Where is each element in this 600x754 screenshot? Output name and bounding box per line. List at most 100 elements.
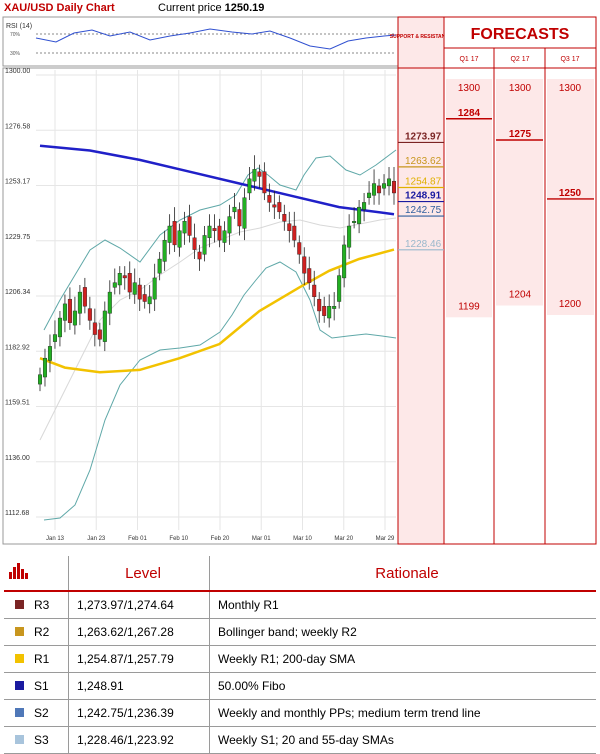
forecast-low: 1199: [458, 301, 480, 312]
level-id: R3: [34, 591, 69, 619]
level-value: 1,263.62/1,267.28: [68, 618, 210, 646]
forecast-columns: Q1 17 1300 1284 1199 Q2 17 1300 1275 1204 Q3 17 1…: [446, 56, 594, 318]
candle-body: [247, 178, 252, 194]
candle-body: [172, 221, 177, 246]
y-tick-label: 1136.00: [5, 455, 30, 462]
level-id: S1: [34, 672, 69, 700]
candle-body: [387, 178, 392, 187]
x-tick-label: Feb 01: [128, 536, 147, 542]
candle-body: [322, 306, 327, 316]
candle-body: [117, 273, 122, 286]
candle-body: [317, 298, 322, 312]
grid: [36, 70, 396, 530]
candle-body: [372, 183, 377, 196]
level-id: R2: [34, 618, 69, 646]
sr-level-label: 1228.46: [405, 239, 442, 250]
forecast-mid: 1284: [458, 108, 481, 119]
candle-body: [38, 374, 43, 385]
x-tick-label: Mar 01: [252, 536, 271, 542]
x-tick-label: Mar 10: [293, 536, 312, 542]
sr-level-label: 1254.87: [405, 176, 442, 187]
forecast-high: 1300: [458, 83, 481, 94]
level-value: 1,242.75/1,236.39: [68, 699, 210, 727]
candle-body: [227, 216, 232, 234]
level-rationale: Weekly S1; 20 and 55-day SMAs: [209, 726, 596, 754]
y-tick-label: 1300.00: [5, 68, 30, 75]
level-rationale: Bollinger band; weekly R2: [209, 618, 596, 646]
x-tick-label: Feb 10: [169, 536, 188, 542]
candle-body: [177, 230, 182, 248]
candle-body: [212, 228, 217, 231]
forecast-high: 1300: [559, 83, 582, 94]
candle-body: [197, 251, 202, 260]
level-value: 1,228.46/1,223.92: [68, 726, 210, 754]
y-tick-label: 1112.68: [5, 510, 29, 517]
candle-body: [362, 202, 367, 210]
table-row: R2 1,263.62/1,267.28 Bollinger band; weekl…: [4, 618, 596, 646]
candle-body: [242, 197, 247, 229]
candle-body: [347, 225, 352, 248]
level-color-swatch: [4, 618, 34, 646]
candle-body: [87, 308, 92, 321]
candle-body: [147, 296, 152, 305]
levels-table: Level Rationale R3 1,273.97/1,274.64 Month…: [4, 556, 596, 754]
x-tick-label: Mar 29: [376, 536, 395, 542]
levels-table-header: Level Rationale: [4, 556, 596, 592]
candle-body: [342, 244, 347, 279]
rsi-panel: [2, 16, 399, 67]
sma-55-line: [39, 248, 395, 374]
level-value: 1,273.97/1,274.64: [68, 591, 210, 619]
level-rationale: Weekly R1; 200-day SMA: [209, 645, 596, 673]
candle-body: [217, 225, 222, 241]
candle-body: [272, 204, 277, 208]
level-rationale: Weekly and monthly PPs; medium term tren…: [209, 699, 596, 727]
bollinger-lower: [43, 261, 397, 521]
candle-body: [262, 171, 267, 194]
support-resistance-levels: 1273.97 1263.62 1254.87 1248.91 1242.75 1228.…: [398, 131, 444, 251]
candle-body: [132, 282, 137, 295]
x-tick-label: Mar 20: [334, 536, 353, 542]
x-tick-labels: Jan 13 Jan 23 Feb 01 Feb 10 Feb 20 Mar 01 Mar …: [46, 536, 395, 542]
candle-body: [182, 221, 187, 234]
candle-body: [142, 294, 147, 302]
forecast-quarter: Q2 17: [510, 56, 529, 63]
sr-level-label: 1248.91: [405, 191, 442, 202]
candle-body: [292, 225, 297, 241]
candle-body: [357, 206, 362, 224]
candle-body: [257, 171, 262, 177]
candle-body: [167, 225, 172, 243]
candle-body: [337, 275, 342, 302]
candle-body: [92, 322, 97, 335]
level-id: R1: [34, 645, 69, 673]
forecast-quarter: Q3 17: [560, 56, 579, 63]
chart-title: XAU/USD Daily Chart: [4, 2, 115, 14]
level-color-swatch: [4, 591, 34, 619]
candle-body: [97, 329, 102, 340]
x-tick-label: Jan 23: [87, 536, 106, 542]
sr-header: SUPPORT & RESISTANCE: [390, 34, 453, 40]
forecast-low: 1204: [509, 290, 532, 301]
rationale-header: Rationale: [209, 556, 596, 592]
bar-chart-icon: [4, 556, 34, 592]
level-header: Level: [68, 556, 210, 592]
y-tick-label: 1253.17: [5, 179, 30, 186]
level-value: 1,254.87/1,257.79: [68, 645, 210, 673]
forecasts-title: FORECASTS: [471, 26, 570, 43]
candle-body: [52, 334, 57, 342]
candle-body: [207, 225, 212, 239]
sr-level-label: 1273.97: [405, 131, 442, 142]
level-color-swatch: [4, 726, 34, 754]
candle-body: [382, 183, 387, 189]
current-price-value: 1250.19: [224, 2, 265, 14]
candle-body: [332, 306, 337, 309]
candle-body: [222, 230, 227, 243]
candle-body: [62, 303, 67, 321]
support-resistance-column: [397, 16, 445, 545]
candle-body: [377, 185, 382, 194]
level-id: S3: [34, 726, 69, 754]
table-row: S1 1,248.91 50.00% Fibo: [4, 672, 596, 700]
level-value: 1,248.91: [68, 672, 210, 700]
current-price: Current price 1250.19: [158, 2, 264, 14]
y-tick-label: 1206.34: [5, 289, 30, 296]
candle-body: [82, 287, 87, 307]
